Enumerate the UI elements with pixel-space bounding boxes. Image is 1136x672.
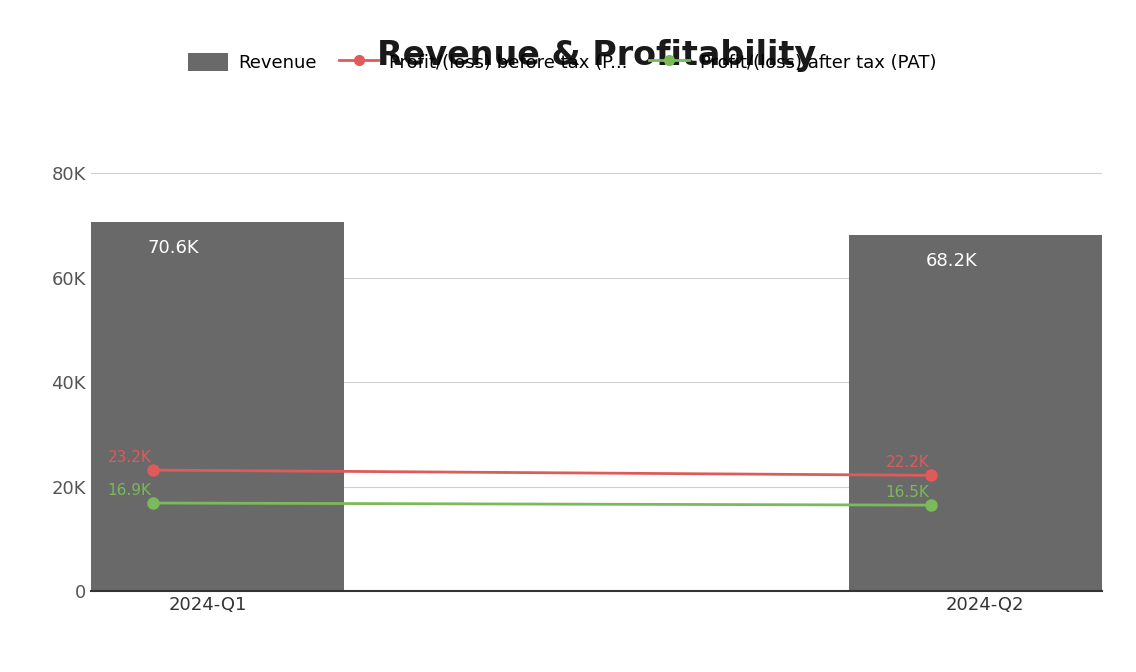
- Text: 16.5K: 16.5K: [886, 485, 929, 500]
- Text: 22.2K: 22.2K: [886, 455, 929, 470]
- Bar: [72, 222, 343, 591]
- Text: 70.6K: 70.6K: [148, 239, 199, 257]
- Bar: [850, 235, 1121, 591]
- Text: 23.2K: 23.2K: [108, 450, 152, 465]
- Legend: Revenue, Profit/(loss) before tax (P..., Profit/(loss) after tax (PAT): Revenue, Profit/(loss) before tax (P...,…: [181, 45, 944, 79]
- Title: Revenue & Profitability: Revenue & Profitability: [377, 40, 816, 73]
- Text: 16.9K: 16.9K: [108, 482, 152, 498]
- Text: 68.2K: 68.2K: [926, 251, 977, 269]
